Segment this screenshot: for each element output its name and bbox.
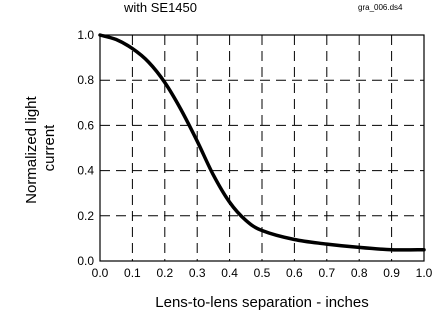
x-axis-label: Lens-to-lens separation - inches [155,294,368,311]
y-tick-label: 0.2 [77,209,94,223]
x-tick-label: 0.2 [156,266,173,280]
plot-frame [99,34,425,262]
x-tick-label: 0.6 [286,266,303,280]
y-axis: 0.0 0.2 0.4 0.6 0.8 1.0 [77,28,94,268]
y-tick-label: 0.6 [77,118,94,132]
x-tick-label: 0.5 [254,266,271,280]
y-tick-label: 1.0 [77,28,94,42]
x-tick-label: 0.7 [318,266,335,280]
x-tick-label: 0.0 [92,266,109,280]
x-axis: 0.0 0.1 0.2 0.3 0.4 0.5 0.6 0.7 0.8 0.9 1.0 [92,266,433,280]
y-tick-label: 0.4 [77,164,94,178]
chart-title: with SE1450 [123,0,197,15]
x-tick-label: 0.1 [124,266,141,280]
x-tick-label: 0.9 [383,266,400,280]
y-axis-label-line-1: Normalized light [23,95,40,203]
x-tick-label: 0.8 [351,266,368,280]
y-tick-label: 0.0 [77,254,94,268]
y-axis-label-line-2: current [41,124,58,172]
series-line [98,33,426,252]
y-tick-label: 0.8 [77,73,94,87]
x-tick-label: 1.0 [416,266,433,280]
x-tick-label: 0.3 [189,266,206,280]
grid [100,35,424,261]
x-tick-label: 0.4 [221,266,238,280]
file-tag: gra_006.ds4 [358,3,403,12]
y-axis-label: Normalized light current [23,92,58,204]
